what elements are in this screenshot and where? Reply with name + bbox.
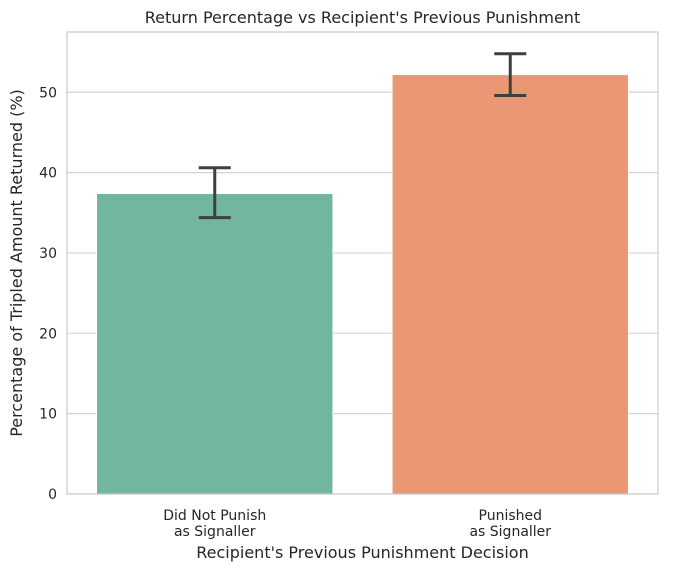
y-tick-labels: 0 10 20 30 40 50 — [39, 85, 57, 503]
bar — [391, 74, 629, 495]
chart-title: Return Percentage vs Recipient's Previou… — [145, 8, 580, 27]
x-tick-label-line: as Signaller — [174, 524, 256, 540]
error-bars — [198, 52, 527, 220]
y-tick-label: 20 — [39, 326, 57, 342]
x-tick-label: Punished as Signaller — [469, 508, 551, 540]
x-tick-label-line: Did Not Punish — [163, 508, 266, 524]
y-axis-label: Percentage of Tripled Amount Returned (%… — [7, 89, 26, 437]
x-tick-label-line: Punished — [479, 508, 543, 524]
x-tick-label: Did Not Punish as Signaller — [163, 508, 266, 540]
plot-frame — [66, 31, 659, 495]
x-tick-label-line: as Signaller — [469, 524, 551, 540]
bar — [96, 192, 334, 495]
bars — [96, 74, 629, 495]
y-tick-label: 40 — [39, 166, 57, 182]
y-tick-label: 10 — [39, 407, 57, 423]
y-tick-label: 0 — [48, 487, 57, 503]
y-tick-label: 30 — [39, 246, 57, 262]
x-axis-label: Recipient's Previous Punishment Decision — [196, 543, 528, 562]
y-tick-label: 50 — [39, 85, 57, 101]
